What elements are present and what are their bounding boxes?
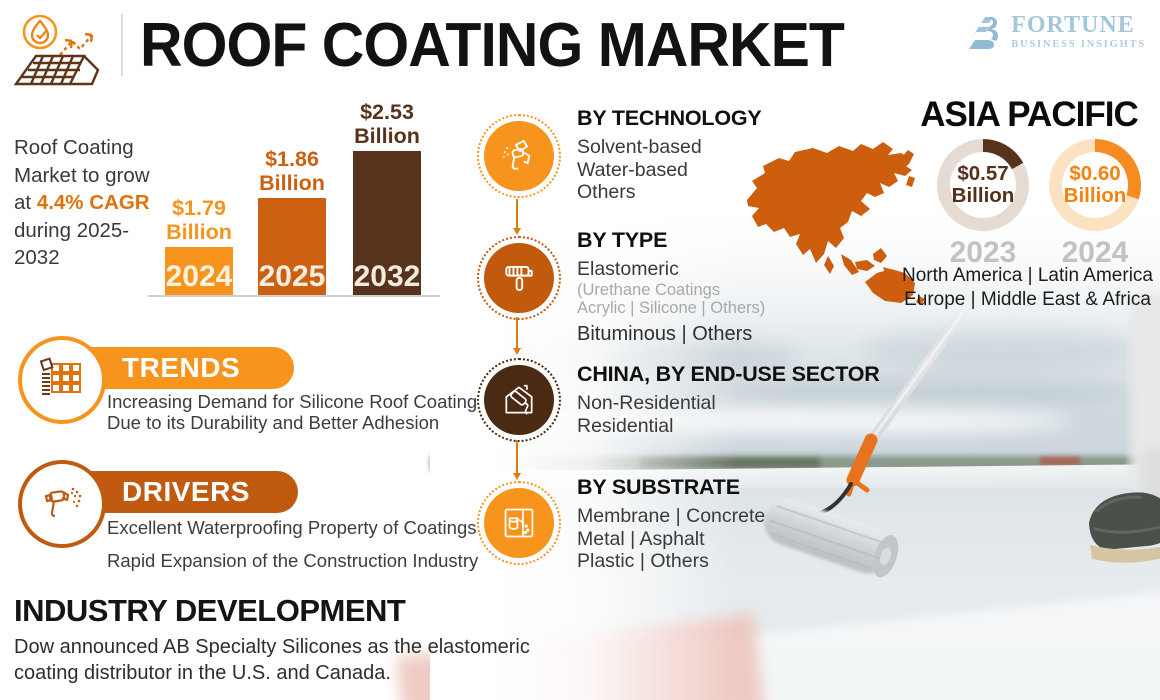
- brand-tagline: BUSINESS INSIGHTS: [1011, 39, 1146, 50]
- roof-tiles-icon: [39, 357, 81, 395]
- spray-gun-icon: [503, 140, 531, 170]
- cagr-rate: 4.4%: [36, 191, 84, 214]
- page-title: ROOF COATING MARKET: [140, 11, 845, 80]
- house-roller-icon: [505, 384, 533, 415]
- cagr-label: CAGR: [89, 191, 150, 214]
- roof-growth-icon: [13, 14, 100, 86]
- bar-2024: 2024: [165, 247, 233, 295]
- bar-value-label: $1.79 Billion: [166, 196, 232, 244]
- drivers-line: Rapid Expansion of the Construction Indu…: [107, 550, 479, 571]
- donut-2024: $0.60 Billion: [1049, 139, 1141, 231]
- connector-arrow: [512, 440, 521, 480]
- paint-roller-photo-elements: [764, 291, 1160, 578]
- forecast-period: 2025-2032: [14, 218, 130, 270]
- segment-circle-technology: [477, 114, 561, 198]
- trends-circle: [18, 336, 106, 424]
- fortune-fb-monogram-icon: [969, 17, 999, 49]
- spray-gun-icon: [44, 487, 82, 518]
- drivers-line: Excellent Waterproofing Property of Coat…: [107, 517, 477, 538]
- donut-year-2023: 2023: [949, 236, 1017, 269]
- chart-baseline: [148, 295, 440, 297]
- segment-substrate: BY SUBSTRATE Membrane | Concrete Metal |…: [577, 475, 766, 572]
- asia-pacific-title: ASIA PACIFIC: [920, 95, 1138, 134]
- connector-arrow: [512, 317, 521, 355]
- region-list: North America | Latin America Europe | M…: [902, 265, 1153, 310]
- segment-technology: BY TECHNOLOGY Solvent-based Water-based …: [577, 106, 762, 203]
- trends-line: Due to its Durability and Better Adhesio…: [107, 412, 440, 433]
- segment-circle-china-end-use: [477, 358, 561, 442]
- growth-note: Roof Coating Market to grow at 4.4% CAGR…: [14, 136, 150, 270]
- bar-2032: 2032: [353, 151, 421, 295]
- industry-development-title: INDUSTRY DEVELOPMENT: [14, 593, 406, 628]
- segment-circle-type: [477, 236, 561, 320]
- asia-pacific-map: [747, 142, 925, 305]
- bar-value-label: $2.53 Billion: [354, 100, 420, 148]
- segment-circle-substrate: [477, 481, 561, 565]
- header-divider: [121, 14, 123, 76]
- drivers-pill: DRIVERS: [70, 471, 298, 513]
- fortune-business-insights-logo: FORTUNE BUSINESS INSIGHTS: [965, 13, 1146, 53]
- brand-name: FORTUNE: [1011, 12, 1135, 38]
- trends-pill: TRENDS: [70, 347, 294, 389]
- bar-value-label: $1.86 Billion: [259, 147, 325, 195]
- donut-year-2024: 2024: [1061, 236, 1129, 269]
- connector-arrow: [512, 199, 521, 235]
- segment-china-end-use: CHINA, BY END-USE SECTOR Non-Residential…: [577, 362, 880, 437]
- industry-development-text: Dow announced AB Specialty Silicones as …: [14, 636, 530, 684]
- donut-2023: $0.57 Billion: [937, 139, 1029, 231]
- paint-bucket-icon: [504, 508, 534, 538]
- segment-type: BY TYPE Elastomeric (Urethane Coatings A…: [577, 228, 766, 345]
- drivers-circle: [18, 460, 106, 548]
- trends-line: Increasing Demand for Silicone Roof Coat…: [107, 391, 478, 412]
- paint-roller-icon: [505, 265, 533, 291]
- bar-2025: 2025: [258, 198, 326, 295]
